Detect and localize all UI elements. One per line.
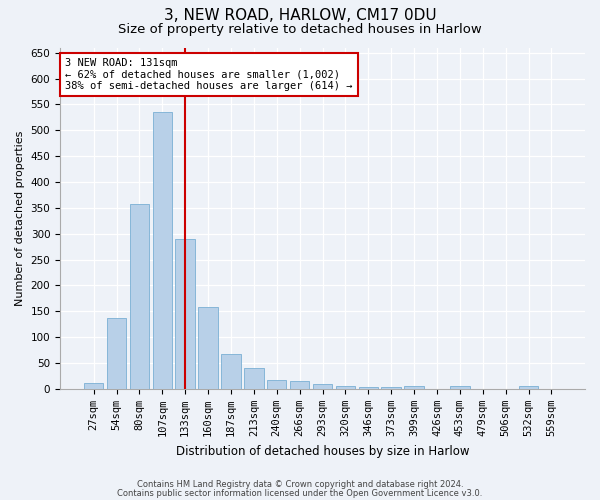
Bar: [107, 318, 126, 389]
Bar: [267, 380, 286, 389]
Text: Size of property relative to detached houses in Harlow: Size of property relative to detached ho…: [118, 22, 482, 36]
Bar: [130, 204, 149, 389]
Bar: [290, 381, 310, 389]
X-axis label: Distribution of detached houses by size in Harlow: Distribution of detached houses by size …: [176, 444, 469, 458]
Bar: [199, 307, 218, 389]
Bar: [313, 384, 332, 389]
Text: 3, NEW ROAD, HARLOW, CM17 0DU: 3, NEW ROAD, HARLOW, CM17 0DU: [164, 8, 436, 22]
Bar: [359, 388, 378, 389]
Text: Contains HM Land Registry data © Crown copyright and database right 2024.: Contains HM Land Registry data © Crown c…: [137, 480, 463, 489]
Bar: [84, 382, 103, 389]
Text: 3 NEW ROAD: 131sqm
← 62% of detached houses are smaller (1,002)
38% of semi-deta: 3 NEW ROAD: 131sqm ← 62% of detached hou…: [65, 58, 353, 91]
Bar: [382, 388, 401, 389]
Y-axis label: Number of detached properties: Number of detached properties: [15, 130, 25, 306]
Bar: [519, 386, 538, 389]
Bar: [221, 354, 241, 389]
Bar: [335, 386, 355, 389]
Text: Contains public sector information licensed under the Open Government Licence v3: Contains public sector information licen…: [118, 488, 482, 498]
Bar: [175, 239, 195, 389]
Bar: [244, 368, 263, 389]
Bar: [450, 386, 470, 389]
Bar: [152, 112, 172, 389]
Bar: [404, 386, 424, 389]
